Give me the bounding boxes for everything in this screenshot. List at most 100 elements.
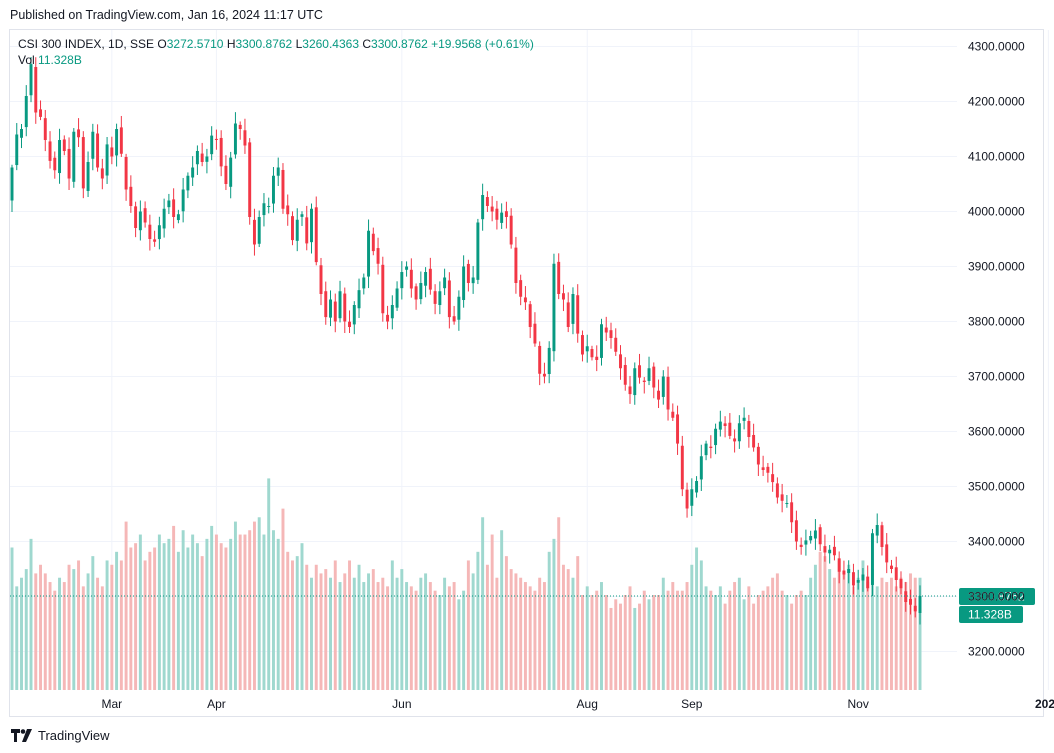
candle-body xyxy=(500,212,504,223)
volume-bar xyxy=(409,586,413,690)
candle-body xyxy=(861,574,865,581)
candle-body xyxy=(595,356,599,360)
candle-body xyxy=(129,186,133,206)
candle-body xyxy=(742,417,746,421)
candle-up xyxy=(271,167,275,213)
volume-bar xyxy=(471,573,475,690)
candle-body xyxy=(737,423,741,442)
candle-down xyxy=(224,155,228,191)
candle-body xyxy=(657,390,661,400)
candle-up xyxy=(157,216,161,250)
candle-body xyxy=(485,197,489,206)
candle-body xyxy=(343,293,347,322)
candle-down xyxy=(671,403,675,422)
candle-body xyxy=(509,215,513,245)
candle-down xyxy=(333,293,337,333)
volume-bar xyxy=(519,577,523,690)
candle-down xyxy=(428,257,432,295)
volume-bar xyxy=(823,556,827,690)
candle-body xyxy=(295,219,299,241)
volume-bar xyxy=(343,573,347,690)
candle-down xyxy=(775,477,779,504)
candle-body xyxy=(72,131,76,182)
candle-up xyxy=(195,145,199,175)
candle-body xyxy=(661,376,665,397)
volume-bar xyxy=(718,586,722,690)
volume-bar xyxy=(462,590,466,690)
candle-body xyxy=(818,527,822,545)
volume-bar xyxy=(704,586,708,690)
candle-down xyxy=(62,135,66,156)
candle-up xyxy=(875,513,879,544)
candle-down xyxy=(676,405,680,455)
volume-bar xyxy=(357,564,361,690)
candle-body xyxy=(566,302,570,327)
volume-bar xyxy=(842,573,846,690)
candle-down xyxy=(761,455,765,476)
candle-body xyxy=(752,434,756,448)
candle-body xyxy=(490,206,494,212)
candle-body xyxy=(642,380,646,382)
candle-up xyxy=(10,164,14,213)
volume-bar xyxy=(400,569,404,690)
candle-body xyxy=(238,124,242,129)
candle-body xyxy=(276,167,280,176)
candle-up xyxy=(804,529,808,556)
candle-down xyxy=(124,153,128,201)
volume-bar xyxy=(86,573,90,690)
volume-bar xyxy=(39,564,42,690)
candle-body xyxy=(828,549,832,554)
volume-bar xyxy=(481,517,485,690)
candle-down xyxy=(200,142,204,167)
candle-body xyxy=(39,109,42,117)
candle-body xyxy=(870,533,874,585)
volume-bar xyxy=(62,582,66,690)
candle-body xyxy=(153,239,157,242)
candle-up xyxy=(737,415,741,449)
volume-bar xyxy=(195,543,199,690)
volume-bar xyxy=(885,582,889,690)
candle-down xyxy=(880,521,884,556)
candle-up xyxy=(329,290,332,327)
tradingview-logo[interactable]: TradingView xyxy=(11,728,110,743)
candle-body xyxy=(557,261,561,294)
close-value: 3300.8762 xyxy=(371,37,428,51)
volume-bar xyxy=(890,577,893,690)
candle-body xyxy=(281,169,285,209)
volume-bar xyxy=(15,586,19,690)
candle-down xyxy=(414,283,418,310)
volume-bar xyxy=(714,595,718,690)
volume-bar xyxy=(53,590,57,690)
candle-body xyxy=(43,118,47,140)
candle-body xyxy=(324,291,328,318)
candle-body xyxy=(909,598,912,605)
candle-down xyxy=(709,435,713,459)
volume-bar xyxy=(348,560,352,690)
volume-bar xyxy=(176,551,180,690)
volume-bar xyxy=(10,547,14,690)
candle-up xyxy=(205,148,209,174)
candle-down xyxy=(666,366,670,421)
volume-bar xyxy=(319,573,323,690)
candle-down xyxy=(794,510,798,550)
volume-bar xyxy=(818,551,822,690)
candle-up xyxy=(191,156,195,186)
volume-bar xyxy=(832,577,836,690)
last-volume-label: 11.328B xyxy=(968,608,1012,622)
volume-bar xyxy=(657,595,661,690)
volume-bar xyxy=(766,586,770,690)
candle-body xyxy=(191,167,195,178)
candle-body xyxy=(395,288,399,308)
candle-body xyxy=(866,576,870,589)
candle-body xyxy=(604,327,608,333)
candle-body xyxy=(813,530,817,539)
candle-down xyxy=(148,214,152,251)
volume-bar xyxy=(685,582,689,690)
candle-down xyxy=(514,236,518,294)
candle-down xyxy=(909,589,912,615)
candle-down xyxy=(851,563,855,595)
volume-bar xyxy=(799,590,803,690)
candle-up xyxy=(229,151,233,199)
candle-down xyxy=(580,330,584,362)
